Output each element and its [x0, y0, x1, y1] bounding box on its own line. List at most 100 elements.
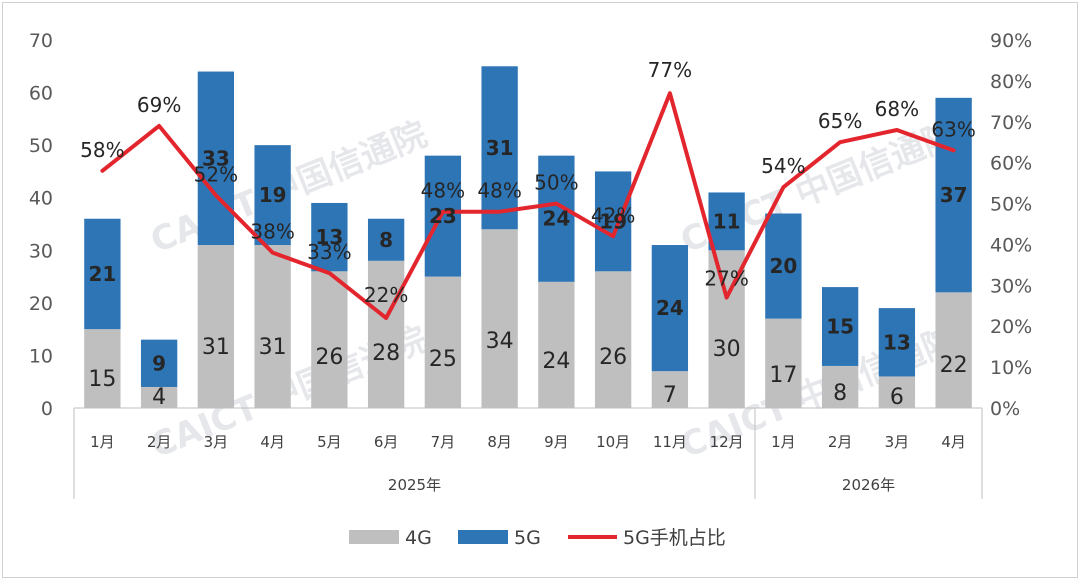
data-label-pct: 54% — [761, 154, 805, 178]
right-axis-tick: 30% — [990, 275, 1032, 297]
right-axis-tick: 0% — [990, 398, 1020, 420]
data-label-5g: 21 — [88, 262, 116, 286]
left-axis-tick: 0 — [41, 398, 53, 420]
x-tick-label: 9月 — [544, 433, 569, 451]
bar-5g — [935, 97, 972, 293]
data-label-pct: 27% — [704, 267, 748, 291]
legend-label-line: 5G手机占比 — [623, 527, 726, 549]
data-label-4g: 31 — [202, 335, 230, 360]
x-group-label: 2026年 — [842, 476, 895, 494]
bar-4g — [765, 318, 802, 408]
left-axis-tick: 30 — [29, 240, 53, 262]
bar-4g — [594, 271, 632, 408]
line-5g-share — [100, 91, 956, 320]
data-label-5g: 13 — [883, 330, 911, 354]
data-label-5g: 9 — [152, 351, 166, 375]
bar-5g — [765, 213, 802, 319]
bar-4g — [367, 260, 405, 408]
data-label-4g: 4 — [152, 385, 166, 410]
bar-5g — [424, 155, 462, 277]
line-point — [157, 124, 161, 128]
bar-5g — [367, 218, 405, 261]
right-axis-tick: 10% — [990, 357, 1032, 379]
legend-swatch-4g — [349, 530, 399, 544]
x-tick-label: 8月 — [487, 433, 512, 451]
data-label-4g: 26 — [315, 345, 343, 370]
left-axis-tick: 60 — [29, 83, 53, 105]
line-point — [441, 210, 445, 214]
data-label-pct: 33% — [307, 240, 351, 264]
x-tick-label: 1月 — [90, 433, 115, 451]
data-label-pct: 48% — [477, 179, 521, 203]
x-tick-label: 3月 — [885, 433, 910, 451]
right-axis-tick: 90% — [990, 30, 1032, 52]
left-axis-tick: 70 — [29, 30, 53, 52]
left-axis-tick: 20 — [29, 293, 53, 315]
data-label-5g: 13 — [315, 225, 343, 249]
left-axis-tick: 50 — [29, 135, 53, 157]
bar-5g — [651, 245, 689, 372]
bar-5g — [878, 308, 916, 377]
bar-5g — [481, 66, 518, 230]
data-label-5g: 11 — [713, 209, 741, 233]
data-label-5g: 23 — [429, 204, 457, 228]
bar-5g — [197, 71, 235, 246]
line-point — [271, 251, 275, 255]
x-tick-label: 12月 — [710, 433, 744, 451]
data-label-4g: 17 — [769, 363, 797, 388]
data-label-5g: 24 — [656, 296, 684, 320]
x-tick-label: 3月 — [204, 433, 229, 451]
x-tick-label: 10月 — [596, 433, 630, 451]
data-label-pct: 52% — [194, 162, 238, 186]
data-label-4g: 15 — [88, 367, 116, 392]
bar-5g — [538, 155, 575, 282]
data-label-pct: 38% — [250, 220, 294, 244]
data-label-5g: 15 — [826, 315, 854, 339]
line-point — [611, 234, 615, 238]
right-axis-tick: 60% — [990, 153, 1032, 175]
x-tick-label: 2月 — [828, 433, 853, 451]
x-tick-label: 6月 — [374, 433, 399, 451]
bar-4g — [254, 245, 291, 408]
line-point — [554, 202, 558, 206]
data-label-4g: 25 — [429, 347, 457, 372]
data-label-5g: 24 — [542, 207, 570, 231]
data-label-pct: 42% — [591, 203, 635, 227]
data-label-5g: 19 — [259, 183, 287, 207]
line-point — [725, 296, 729, 300]
x-tick-label: 4月 — [260, 433, 285, 451]
left-axis-tick: 40 — [29, 188, 53, 210]
left-axis-tick: 10 — [29, 345, 53, 367]
line-point — [668, 91, 672, 95]
line-point — [838, 140, 842, 144]
data-label-5g: 33 — [202, 146, 230, 170]
line-point — [895, 128, 899, 132]
x-tick-label: 2月 — [147, 433, 172, 451]
line-point — [327, 271, 331, 275]
line-point — [952, 148, 956, 152]
data-label-5g: 20 — [769, 254, 797, 278]
data-label-4g: 22 — [940, 353, 968, 378]
bar-4g — [935, 292, 972, 408]
line-point — [781, 185, 785, 189]
right-axis-tick: 80% — [990, 71, 1032, 93]
data-label-4g: 24 — [542, 349, 570, 374]
data-label-4g: 7 — [663, 383, 677, 408]
legend-label-5g: 5G — [514, 527, 541, 549]
data-label-pct: 69% — [137, 93, 181, 117]
data-label-pct: 68% — [875, 97, 919, 121]
legend-label-4g: 4G — [405, 527, 432, 549]
data-label-pct: 50% — [534, 171, 578, 195]
data-label-5g: 8 — [379, 228, 393, 252]
right-axis-tick: 20% — [990, 316, 1032, 338]
bar-5g — [84, 218, 121, 330]
legend-swatch-5g — [458, 530, 508, 544]
data-label-pct: 58% — [80, 138, 124, 162]
data-label-5g: 31 — [486, 136, 514, 160]
data-label-4g: 26 — [599, 345, 627, 370]
data-label-pct: 65% — [818, 109, 862, 133]
x-group-label: 2025年 — [388, 476, 441, 494]
bar-4g — [197, 245, 235, 408]
bar-5g — [594, 171, 632, 272]
